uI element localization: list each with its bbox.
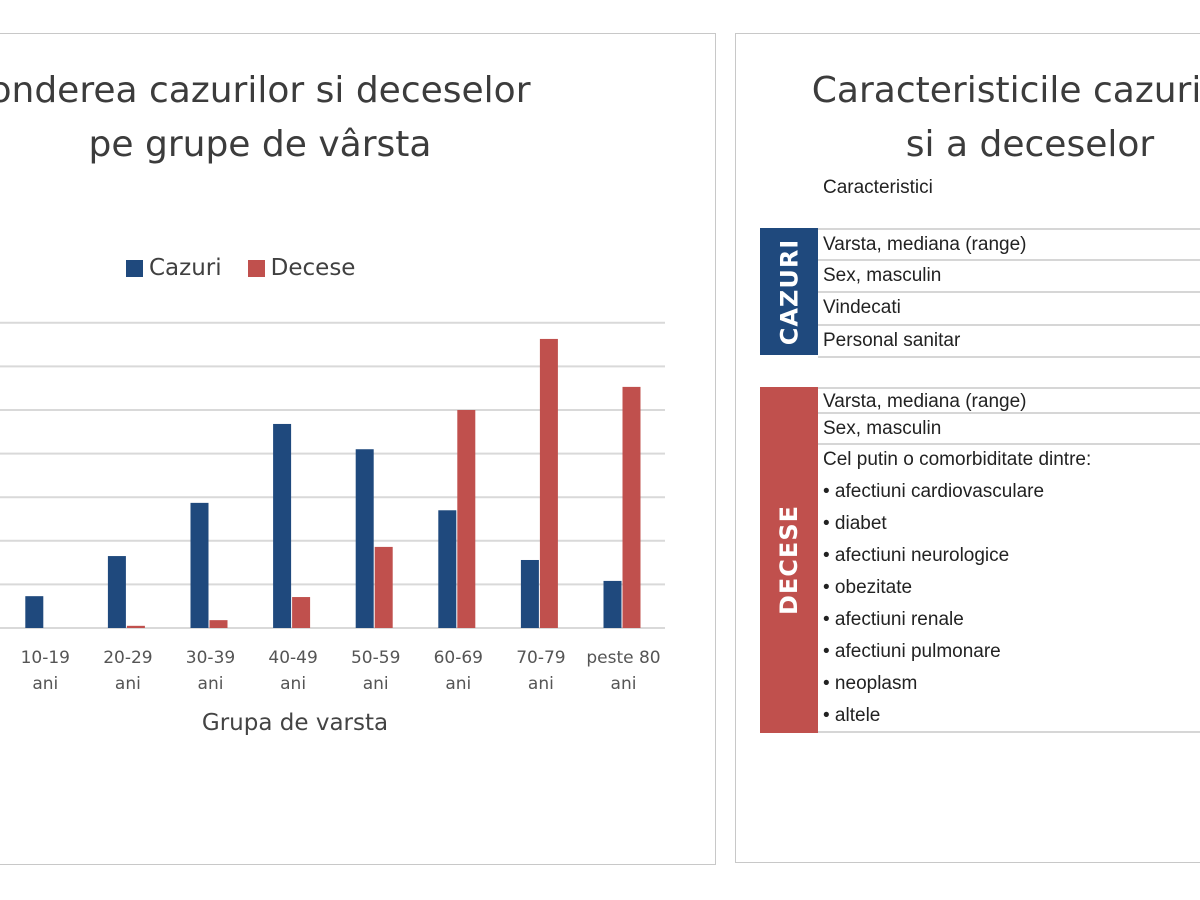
table-row: Vindecati	[818, 293, 1200, 326]
x-axis-title: Grupa de varsta	[201, 710, 389, 736]
x-tick-line: 10-19	[20, 648, 70, 668]
x-tick-line: 30-39	[185, 648, 236, 668]
chart-panel	[0, 33, 716, 865]
table-row: • neoplasm	[823, 673, 918, 694]
bar-decese	[292, 597, 311, 628]
x-tick-line: 40-49	[268, 648, 318, 668]
x-tick-label: 40-49 ani	[248, 645, 338, 697]
bar-cazuri	[438, 510, 457, 628]
table-row: Varsta, mediana (range)	[818, 228, 1200, 261]
table-row: Varsta, mediana (range)	[818, 387, 1200, 414]
table-title-line1: Caracteristicile cazurilor	[811, 70, 1200, 111]
bar-decese	[457, 410, 476, 628]
x-tick-line: ani	[280, 674, 307, 694]
bar-cazuri	[603, 580, 622, 628]
x-tick-line: ani	[32, 674, 59, 694]
legend-label: Cazuri	[149, 255, 222, 281]
x-tick-line: ani	[610, 674, 637, 694]
cazuri-band: CAZURI	[760, 228, 818, 355]
bar-cazuri	[25, 596, 44, 628]
table-row: Cel putin o comorbiditate dintre:	[823, 449, 1092, 470]
table-title-line2: si a deceselor	[905, 124, 1155, 165]
chart-title-line2: pe grupe de vârsta	[88, 124, 432, 165]
bar-decese	[126, 625, 145, 628]
x-tick-line: ani	[197, 674, 224, 694]
bar-cazuri	[273, 423, 292, 628]
table-row: Sex, masculin	[818, 261, 1200, 293]
table-row: • diabet	[823, 513, 887, 534]
x-tick-label: 10-19 ani	[0, 645, 90, 697]
x-tick-label: 30-39 ani	[166, 645, 256, 697]
x-tick-line: 20-29	[103, 648, 153, 668]
x-tick-line: ani	[114, 674, 141, 694]
x-tick-label: 60-69 ani	[413, 645, 503, 697]
x-tick-line: 60-69	[433, 648, 483, 668]
table-row: • obezitate	[823, 577, 913, 598]
table-row: Sex, masculin	[818, 414, 1200, 445]
x-tick-line: peste 80	[586, 648, 661, 668]
x-tick-label: 20-29 ani	[83, 645, 173, 697]
x-tick-line: ani	[527, 674, 554, 694]
bar-chart	[0, 321, 665, 629]
legend-swatch-cazuri	[126, 259, 143, 277]
x-tick-line: ani	[362, 674, 389, 694]
legend-label: Decese	[270, 255, 356, 281]
legend-swatch-decese	[247, 259, 265, 277]
chart-title: onderea cazurilor si deceselor pe grupe d…	[0, 64, 610, 172]
x-tick-line: 50-59	[350, 648, 401, 668]
legend-item-cazuri: Cazuri	[126, 255, 222, 281]
x-tick-label: 50-59 ani	[331, 645, 421, 697]
chart-title-line1: onderea cazurilor si deceselor	[0, 70, 531, 111]
decese-band: DECESE	[760, 387, 818, 733]
x-tick-line: ani	[445, 674, 472, 694]
table-row: • afectiuni neurologice	[823, 545, 1010, 566]
bar-decese	[374, 546, 393, 628]
legend-item-decese: Decese	[247, 255, 356, 281]
bar-cazuri	[107, 556, 126, 628]
bar-cazuri	[520, 559, 539, 628]
table-row: • afectiuni pulmonare	[823, 641, 1001, 662]
bar-decese	[539, 338, 558, 628]
table-row: • altele	[818, 701, 1200, 733]
bar-cazuri	[355, 449, 374, 628]
x-tick-label: peste 80 ani	[579, 645, 669, 697]
table-row: • afectiuni cardiovasculare	[823, 481, 1045, 502]
table-header: Caracteristici	[823, 177, 933, 198]
bar-decese	[209, 620, 228, 628]
cazuri-label: CAZURI	[775, 238, 803, 345]
x-tick-line: 70-79	[516, 648, 566, 668]
bar-cazuri	[190, 502, 209, 628]
table-row: • afectiuni renale	[823, 609, 964, 630]
x-tick-label: 70-79 ani	[496, 645, 586, 697]
table-row: Personal sanitar	[818, 326, 1200, 358]
chart-legend: Cazuri Decese	[126, 255, 355, 281]
decese-label: DECESE	[775, 504, 804, 616]
bar-decese	[622, 386, 641, 628]
table-title: Caracteristicile cazurilor si a deceselor	[770, 64, 1200, 172]
